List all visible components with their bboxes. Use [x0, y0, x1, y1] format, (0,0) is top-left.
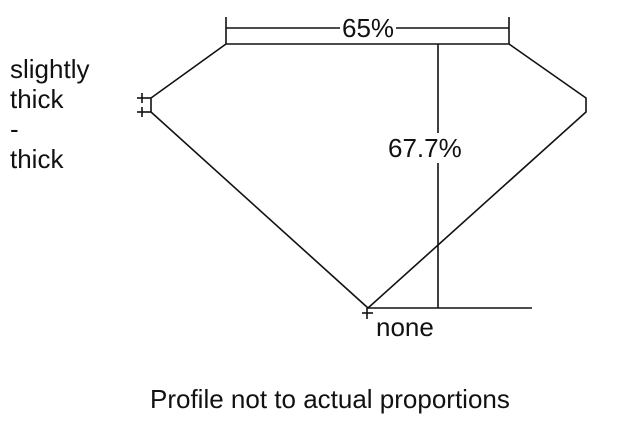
total-depth-label: 67.7% — [388, 133, 462, 163]
girdle-label-line: - — [10, 114, 19, 144]
gem-outline — [150, 43, 587, 310]
girdle-marker-icon — [137, 93, 151, 117]
culet-label: none — [376, 312, 434, 342]
caption: Profile not to actual proportions — [150, 384, 510, 414]
girdle-label-line: thick — [10, 144, 64, 174]
culet-marker-icon — [362, 308, 373, 319]
girdle-label: slightly thick - thick — [10, 54, 89, 174]
girdle-label-line: thick — [10, 84, 64, 114]
girdle-label-line: slightly — [10, 54, 90, 84]
table-width-label: 65% — [340, 13, 397, 43]
